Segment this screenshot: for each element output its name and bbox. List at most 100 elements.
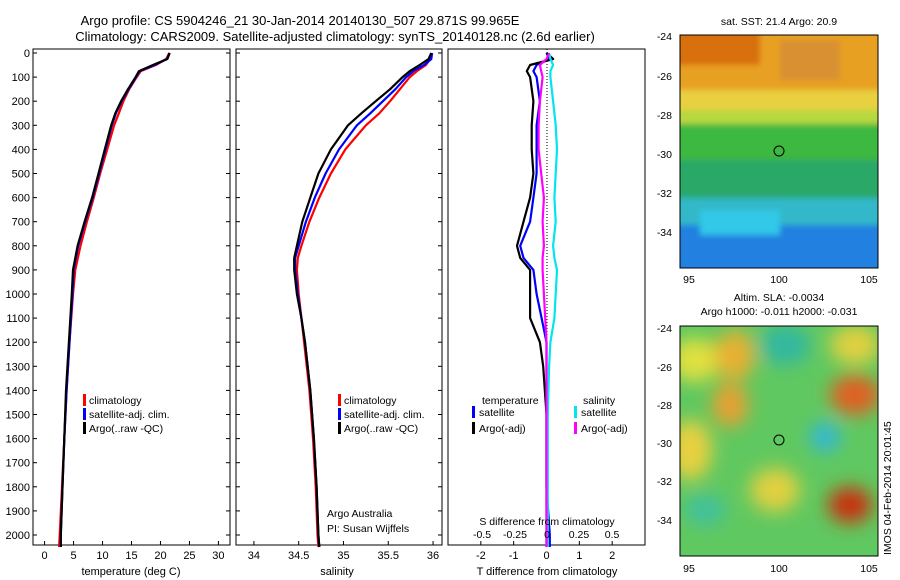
legend-swatch-climatology — [338, 394, 341, 406]
legend-swatch-satellite — [338, 408, 341, 420]
difference-lines — [515, 52, 559, 547]
sst-map-image — [680, 35, 878, 268]
x-tick-label: 5 — [70, 550, 76, 562]
depth-tick-label: 1000 — [6, 289, 30, 301]
depth-tick-label: 200 — [12, 96, 30, 108]
legend-label-satellite: satellite-adj. clim. — [344, 409, 425, 421]
depth-tick-label: 1300 — [6, 361, 30, 373]
x-tick-label: -2 — [476, 550, 486, 562]
x-tick-label: 1 — [576, 550, 582, 562]
depth-tick-label: 1100 — [6, 313, 30, 325]
sla-lon-tick: 95 — [683, 563, 695, 575]
series-line-climatology — [295, 52, 433, 548]
x-tick-label: 2 — [609, 550, 615, 562]
sla-lat-tick: -30 — [657, 438, 672, 450]
x-tick-label: 34.5 — [288, 550, 309, 562]
institution-annotation: Argo Australia — [327, 508, 393, 520]
legend-label-satellite: satellite-adj. clim. — [89, 409, 170, 421]
legend-swatch-satellite — [83, 408, 86, 420]
sst-lat-tick: -26 — [657, 71, 672, 83]
credit-stamp: IMOS 04-Feb-2014 20:01:45 — [882, 421, 894, 555]
salinity-xlabel: salinity — [320, 566, 354, 578]
sst-lat-tick: -28 — [657, 110, 672, 122]
sla-map-image — [680, 326, 878, 556]
s-tick-label: 0 — [544, 529, 550, 541]
temperature-xlabel: temperature (deg C) — [81, 566, 180, 578]
legend-label-argo: Argo(..raw -QC) — [344, 423, 418, 435]
legend-swatch-t-argo — [472, 422, 475, 434]
argo-position-marker — [773, 145, 785, 157]
x-tick-label: 0 — [42, 550, 48, 562]
sst-map-frame — [679, 34, 879, 269]
sla-map-subtitle: Argo h1000: -0.011 h2000: -0.031 — [701, 306, 858, 318]
sst-lon-tick: 95 — [683, 274, 695, 286]
x-tick-label: 34 — [248, 550, 260, 562]
x-tick-label: 15 — [125, 550, 137, 562]
s-tick-label: 0.25 — [569, 529, 590, 541]
series-line-salinity-satellite — [546, 52, 559, 547]
salinity-x-ticks: 34 34.5 35 35.5 36 — [248, 541, 439, 562]
depth-tick-label: 1700 — [6, 458, 30, 470]
s-tick-label: 0.5 — [605, 529, 620, 541]
sst-map: sat. SST: 21.4 Argo: 20.9 -24 -26 -28 -3… — [657, 16, 879, 286]
temperature-panel: 0100200300400500600700800900100011001200… — [6, 48, 231, 578]
depth-tick-label: 1800 — [6, 482, 30, 494]
depth-tick-label: 0 — [24, 48, 30, 60]
legend-s-argo: Argo(-adj) — [581, 423, 628, 435]
sla-map: Altim. SLA: -0.0034 Argo h1000: -0.011 h… — [657, 292, 879, 575]
sla-map-frame — [679, 325, 879, 557]
difference-xlabel: T difference from climatology — [477, 566, 618, 578]
depth-tick-label: 500 — [12, 169, 30, 181]
salinity-axes-frame — [235, 48, 443, 546]
depth-tick-label: 400 — [12, 144, 30, 156]
depth-tick-label: 1600 — [6, 434, 30, 446]
sla-lat-tick: -26 — [657, 362, 672, 374]
x-tick-label: 10 — [96, 550, 108, 562]
legend-t-satellite: satellite — [479, 407, 515, 419]
salinity-y-ticks — [236, 52, 442, 536]
x-tick-label: 25 — [183, 550, 195, 562]
sla-lat-tick: -28 — [657, 400, 672, 412]
depth-tick-label: 900 — [12, 265, 30, 277]
depth-tick-label: 1200 — [6, 337, 30, 349]
depth-tick-label: 100 — [12, 72, 30, 84]
temperature-lines — [58, 52, 171, 548]
legend-s-satellite: satellite — [581, 407, 617, 419]
sst-lon-tick: 100 — [770, 274, 788, 286]
sst-lat-tick: -30 — [657, 149, 672, 161]
x-tick-label: -1 — [509, 550, 519, 562]
sla-map-title: Altim. SLA: -0.0034 — [734, 292, 825, 304]
x-tick-label: 35.5 — [378, 550, 399, 562]
series-line-satellite-adj-clim- — [59, 52, 171, 547]
x-tick-label: 20 — [154, 550, 166, 562]
legend-temperature-header: temperature — [482, 395, 539, 407]
series-line-argo-raw-qc- — [293, 52, 433, 548]
temperature-legend: climatology satellite-adj. clim. Argo(..… — [83, 394, 170, 435]
title-line2: Climatology: CARS2009. Satellite-adjuste… — [75, 29, 595, 44]
depth-tick-label: 1900 — [6, 506, 30, 518]
depth-tick-label: 600 — [12, 193, 30, 205]
series-line-argo-raw-qc- — [59, 52, 171, 547]
salinity-legend: climatology satellite-adj. clim. Argo(..… — [338, 394, 425, 435]
legend-swatch-s-argo — [574, 422, 577, 434]
salinity-lines — [293, 52, 434, 548]
sst-lat-tick: -34 — [657, 227, 672, 239]
depth-ticks: 0 100 200 300 400 500 600 700 800 900 1000 1100 1200… — [6, 48, 230, 542]
s-tick-label: -0.25 — [503, 529, 527, 541]
sla-lon-tick: 100 — [770, 563, 788, 575]
x-tick-label: 0 — [543, 550, 549, 562]
argo-position-marker — [773, 434, 785, 446]
depth-tick-label: 800 — [12, 241, 30, 253]
sst-lon-tick: 105 — [860, 274, 878, 286]
legend-t-argo: Argo(-adj) — [479, 423, 526, 435]
series-line-temperature-argo-adj- — [515, 52, 555, 547]
legend-swatch-climatology — [83, 394, 86, 406]
depth-tick-label: 700 — [12, 217, 30, 229]
series-line-salinity-argo-adj- — [537, 52, 551, 547]
legend-swatch-argo — [83, 422, 86, 434]
difference-panel: -2 -1 0 1 2 S difference from climatology -0… — [447, 48, 646, 578]
sst-map-title: sat. SST: 21.4 Argo: 20.9 — [721, 16, 837, 28]
depth-tick-label: 2000 — [6, 530, 30, 542]
x-tick-label: 35 — [337, 550, 349, 562]
